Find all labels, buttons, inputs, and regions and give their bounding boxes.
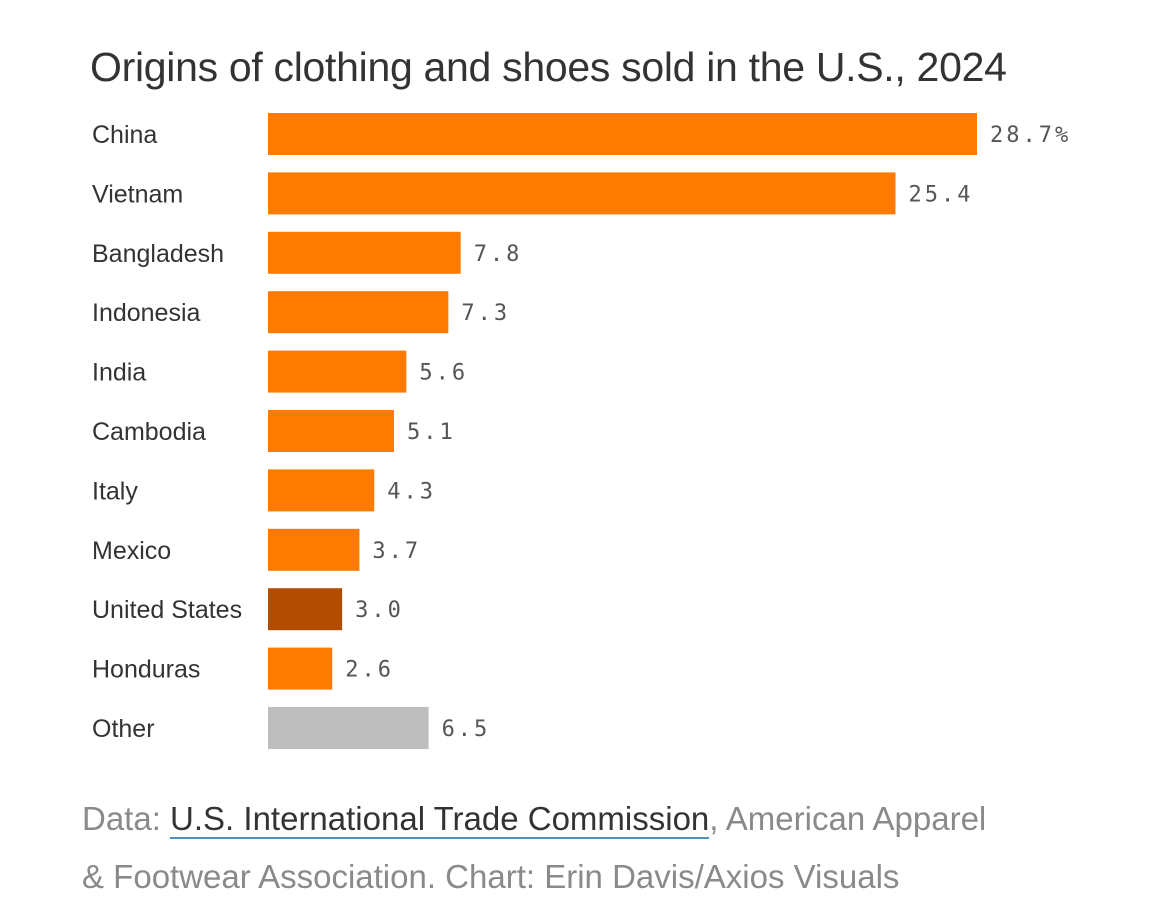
category-label-united-states: United States — [92, 596, 242, 624]
bar-honduras — [268, 647, 333, 690]
category-label-india: India — [92, 359, 146, 387]
bar-china — [268, 113, 977, 155]
category-label-china: China — [92, 121, 157, 149]
source-rest: , American Apparel — [709, 800, 987, 837]
value-label-indonesia: 7.3 — [461, 301, 510, 326]
bar-united-states — [268, 588, 343, 631]
bar-bangladesh — [268, 231, 461, 274]
category-label-honduras: Honduras — [92, 656, 200, 684]
bar-vietnam — [268, 172, 896, 215]
category-label-mexico: Mexico — [92, 537, 171, 565]
category-label-italy: Italy — [92, 477, 138, 505]
bar-chart: China 28.7% Vietnam 25.4 Bangladesh 7.8 Indone… — [92, 113, 1071, 749]
value-label-other: 6.5 — [442, 717, 491, 742]
category-label-cambodia: Cambodia — [92, 418, 206, 446]
value-label-china: 28.7% — [990, 123, 1071, 148]
value-label-italy: 4.3 — [387, 479, 436, 504]
category-label-indonesia: Indonesia — [92, 299, 201, 327]
bar-other — [268, 707, 429, 749]
chart-title: Origins of clothing and shoes sold in th… — [90, 44, 1007, 90]
value-label-cambodia: 5.1 — [407, 420, 456, 445]
category-label-bangladesh: Bangladesh — [92, 240, 224, 268]
bar-italy — [268, 469, 375, 512]
value-label-honduras: 2.6 — [345, 658, 394, 683]
category-label-other: Other — [92, 715, 155, 743]
source-prefix: Data: — [82, 800, 171, 837]
value-label-vietnam: 25.4 — [908, 182, 973, 207]
bar-india — [268, 350, 407, 393]
source-note: Data: U.S. International Trade Commissio… — [82, 790, 1092, 906]
bar-cambodia — [268, 410, 394, 452]
source-line2: & Footwear Association. Chart: Erin Davi… — [82, 858, 900, 895]
value-label-bangladesh: 7.8 — [474, 242, 523, 267]
source-link[interactable]: U.S. International Trade Commission — [170, 800, 710, 839]
value-label-mexico: 3.7 — [372, 539, 421, 564]
category-label-vietnam: Vietnam — [92, 180, 183, 208]
bar-indonesia — [268, 291, 449, 334]
value-label-united-states: 3.0 — [355, 598, 404, 623]
value-label-india: 5.6 — [419, 361, 468, 386]
bar-mexico — [268, 528, 360, 571]
